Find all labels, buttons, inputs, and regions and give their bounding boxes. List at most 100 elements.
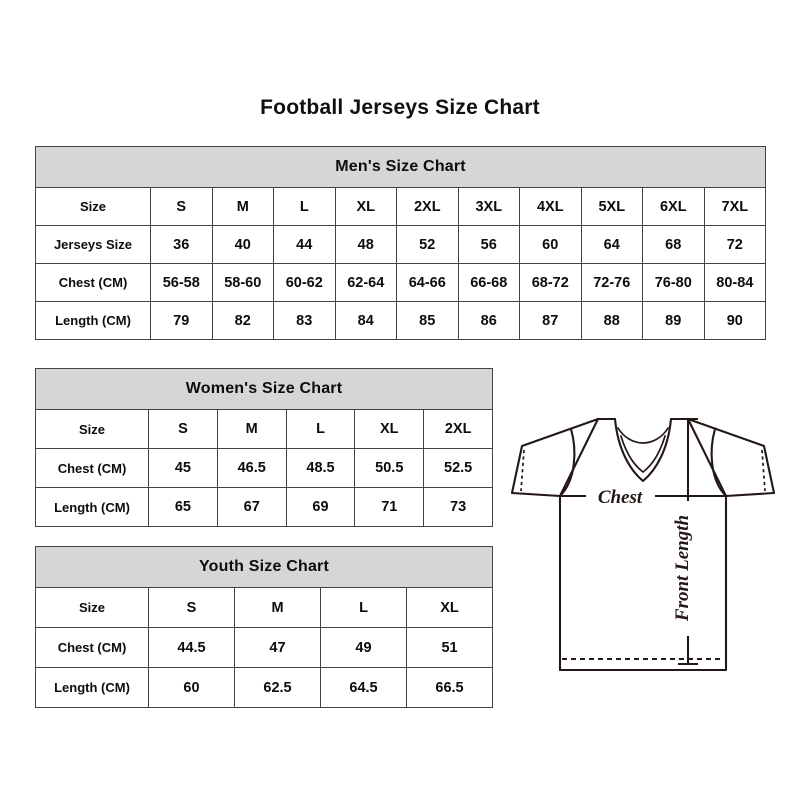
- table-cell: 86: [457, 301, 520, 340]
- table-cell: 85: [396, 301, 459, 340]
- table-cell: 52: [396, 225, 459, 264]
- row-label-length: Length (CM): [35, 301, 151, 340]
- table-cell: S: [150, 187, 213, 226]
- table-row: Size S M L XL: [35, 587, 494, 628]
- right-cuff-stitch-dash: [761, 449, 766, 492]
- youth-chart-caption: Youth Size Chart: [34, 546, 494, 588]
- table-row: Jerseys Size 36 40 44 48 52 56 60 64 68 …: [35, 225, 767, 264]
- table-cell: 60: [148, 667, 235, 708]
- v-neck-band-middle: [617, 427, 669, 444]
- table-cell: 3XL: [457, 187, 520, 226]
- table-cell: M: [211, 187, 274, 226]
- mens-size-chart-table: Men's Size Chart Size S M L XL 2XL 3XL 4…: [34, 146, 767, 340]
- womens-chart-caption: Women's Size Chart: [34, 368, 494, 410]
- table-cell: 56-58: [150, 263, 213, 302]
- table-cell: S: [148, 587, 235, 628]
- table-caption-row: Men's Size Chart: [34, 146, 767, 188]
- right-armhole-seam: [710, 427, 728, 498]
- body-left-side: [558, 417, 600, 672]
- table-cell: 65: [148, 487, 218, 527]
- table-cell: 62-64: [334, 263, 397, 302]
- table-cell: 44: [273, 225, 336, 264]
- table-row: Size S M L XL 2XL: [35, 409, 494, 449]
- row-label-size: Size: [35, 187, 151, 226]
- v-neck-band-inner: [620, 435, 666, 474]
- table-cell: 46.5: [216, 448, 287, 488]
- table-cell: M: [234, 587, 321, 628]
- table-cell: 76-80: [642, 263, 705, 302]
- row-label-size: Size: [35, 587, 149, 628]
- row-label-chest: Chest (CM): [35, 627, 149, 668]
- table-cell: 89: [642, 301, 705, 340]
- table-cell: L: [285, 409, 356, 449]
- table-cell: 66-68: [457, 263, 520, 302]
- left-sleeve-outline: [510, 417, 600, 498]
- table-cell: 58-60: [211, 263, 274, 302]
- front-length-measure-label: Front Length: [672, 515, 693, 622]
- table-cell: 7XL: [703, 187, 767, 226]
- table-cell: 51: [405, 627, 494, 668]
- table-cell: 64: [580, 225, 643, 264]
- table-row: Length (CM) 65 67 69 71 73: [35, 487, 494, 527]
- table-cell: 72: [703, 225, 767, 264]
- right-sleeve-outline: [686, 417, 776, 498]
- table-cell: 5XL: [580, 187, 643, 226]
- table-cell: 79: [150, 301, 213, 340]
- table-cell: 49: [320, 627, 407, 668]
- table-cell: 80-84: [703, 263, 767, 302]
- table-cell: 68-72: [519, 263, 582, 302]
- left-armhole-seam: [558, 427, 576, 498]
- table-cell: 47: [234, 627, 321, 668]
- table-cell: 62.5: [234, 667, 321, 708]
- v-neck-outer: [613, 417, 673, 483]
- left-cuff-stitch-dash: [520, 449, 525, 492]
- table-cell: 66.5: [405, 667, 494, 708]
- mens-chart-caption: Men's Size Chart: [34, 146, 767, 188]
- table-cell: 6XL: [642, 187, 705, 226]
- row-label-length: Length (CM): [35, 667, 149, 708]
- table-caption-row: Women's Size Chart: [34, 368, 494, 410]
- table-cell: 2XL: [396, 187, 459, 226]
- table-caption-row: Youth Size Chart: [34, 546, 494, 588]
- table-cell: M: [216, 409, 287, 449]
- table-cell: 60-62: [273, 263, 336, 302]
- row-label-size: Size: [35, 409, 149, 449]
- table-row: Chest (CM) 56-58 58-60 60-62 62-64 64-66…: [35, 263, 767, 302]
- table-row: Length (CM) 79 82 83 84 85 86 87 88 89 9…: [35, 301, 767, 340]
- page-title: Football Jerseys Size Chart: [260, 96, 540, 119]
- table-cell: 71: [354, 487, 425, 527]
- table-cell: 72-76: [580, 263, 643, 302]
- table-row: Chest (CM) 44.5 47 49 51: [35, 627, 494, 668]
- womens-size-chart-table: Women's Size Chart Size S M L XL 2XL Che…: [34, 368, 494, 527]
- jersey-measurement-diagram: Chest Front Length: [498, 398, 788, 698]
- table-cell: 4XL: [519, 187, 582, 226]
- table-cell: 52.5: [423, 448, 494, 488]
- table-cell: 2XL: [423, 409, 494, 449]
- table-cell: L: [320, 587, 407, 628]
- table-cell: 84: [334, 301, 397, 340]
- table-cell: 60: [519, 225, 582, 264]
- table-cell: 50.5: [354, 448, 425, 488]
- table-cell: 48: [334, 225, 397, 264]
- table-cell: 73: [423, 487, 494, 527]
- table-cell: 64-66: [396, 263, 459, 302]
- row-label-jerseys-size: Jerseys Size: [35, 225, 151, 264]
- table-cell: XL: [334, 187, 397, 226]
- table-cell: S: [148, 409, 218, 449]
- row-label-chest: Chest (CM): [35, 263, 151, 302]
- table-cell: 36: [150, 225, 213, 264]
- table-cell: 82: [211, 301, 274, 340]
- table-cell: XL: [354, 409, 425, 449]
- table-cell: 44.5: [148, 627, 235, 668]
- table-cell: 88: [580, 301, 643, 340]
- youth-size-chart-table: Youth Size Chart Size S M L XL Chest (CM…: [34, 546, 494, 708]
- table-cell: 56: [457, 225, 520, 264]
- row-label-length: Length (CM): [35, 487, 149, 527]
- table-row: Chest (CM) 45 46.5 48.5 50.5 52.5: [35, 448, 494, 488]
- body-right-side: [686, 417, 728, 672]
- table-cell: XL: [405, 587, 494, 628]
- row-label-chest: Chest (CM): [35, 448, 149, 488]
- table-cell: 68: [642, 225, 705, 264]
- table-cell: 45: [148, 448, 218, 488]
- table-cell: 64.5: [320, 667, 407, 708]
